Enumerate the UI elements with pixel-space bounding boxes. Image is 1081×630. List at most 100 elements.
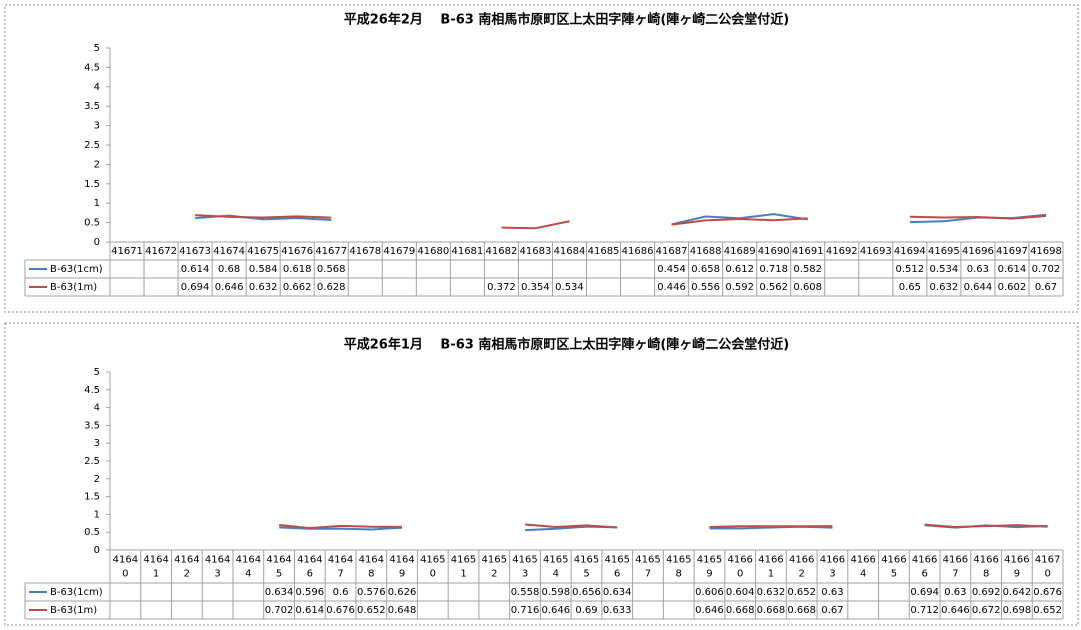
chart-border bbox=[4, 4, 1079, 313]
data-table-value: 0.632 bbox=[930, 282, 959, 293]
x-tick-label: 41694 bbox=[894, 246, 926, 257]
x-tick-label: 41686 bbox=[622, 246, 654, 257]
data-table-value: 0.634 bbox=[603, 587, 632, 598]
x-tick-label: 4164 8 bbox=[359, 555, 384, 580]
legend-label: B-63(1cm) bbox=[50, 264, 103, 275]
data-table-value: 0.614 bbox=[181, 264, 210, 275]
y-tick-label: 3.5 bbox=[84, 101, 100, 112]
data-table-value: 0.608 bbox=[793, 282, 822, 293]
data-table-value: 0.67 bbox=[1035, 282, 1057, 293]
data-table-value: 0.568 bbox=[317, 264, 346, 275]
y-tick-label: 5 bbox=[94, 367, 100, 378]
data-table-value: 0.676 bbox=[1033, 587, 1062, 598]
data-table-value: 0.702 bbox=[265, 605, 294, 616]
x-tick-label: 41693 bbox=[860, 246, 892, 257]
y-tick-label: 4 bbox=[94, 403, 100, 414]
data-table-value: 0.646 bbox=[941, 605, 970, 616]
chart: 平成26年2月 B-63 南相馬市原町区上太田字陣ヶ崎(陣ヶ崎二公会堂付近) 0 0… bbox=[4, 4, 1079, 313]
y-tick-label: 1.5 bbox=[84, 492, 100, 503]
data-table-value: 0.576 bbox=[357, 587, 386, 598]
data-table-value: 0.656 bbox=[572, 587, 601, 598]
x-tick-label: 41690 bbox=[758, 246, 790, 257]
data-table-value: 0.582 bbox=[793, 264, 822, 275]
data-table-value: 0.698 bbox=[1003, 605, 1032, 616]
x-tick-label: 41678 bbox=[349, 246, 381, 257]
data-table-value: 0.534 bbox=[555, 282, 584, 293]
data-table-value: 0.676 bbox=[326, 605, 355, 616]
x-tick-label: 4166 9 bbox=[1004, 555, 1029, 580]
data-table-value: 0.652 bbox=[357, 605, 386, 616]
series-line bbox=[195, 213, 1047, 226]
data-table-value: 0.604 bbox=[726, 587, 755, 598]
data-table-value: 0.668 bbox=[757, 605, 786, 616]
x-tick-label: 4166 5 bbox=[881, 555, 906, 580]
data-table-value: 0.612 bbox=[725, 264, 754, 275]
x-tick-label: 4167 0 bbox=[1035, 555, 1060, 580]
data-table-value: 0.632 bbox=[757, 587, 786, 598]
y-tick-label: 1 bbox=[94, 509, 100, 520]
data-table-value: 0.646 bbox=[695, 605, 724, 616]
legend-label: B-63(1m) bbox=[50, 282, 97, 293]
x-tick-label: 4166 0 bbox=[727, 555, 752, 580]
data-table-value: 0.6 bbox=[333, 587, 349, 598]
x-tick-label: 41676 bbox=[281, 246, 313, 257]
y-tick-label: 4.5 bbox=[84, 62, 100, 73]
data-table-value: 0.584 bbox=[249, 264, 278, 275]
legend-label: B-63(1cm) bbox=[50, 587, 103, 598]
data-table-value: 0.668 bbox=[726, 605, 755, 616]
data-table-value: 0.672 bbox=[972, 605, 1001, 616]
data-table-value: 0.354 bbox=[521, 282, 550, 293]
data-table-value: 0.614 bbox=[296, 605, 325, 616]
x-tick-label: 4165 0 bbox=[420, 555, 445, 580]
x-tick-label: 4165 8 bbox=[666, 555, 691, 580]
x-tick-label: 41684 bbox=[554, 246, 586, 257]
x-tick-label: 41671 bbox=[111, 246, 143, 257]
y-tick-label: 1 bbox=[94, 198, 100, 209]
x-tick-label: 4165 2 bbox=[482, 555, 507, 580]
x-tick-label: 41698 bbox=[1030, 246, 1062, 257]
data-table-value: 0.63 bbox=[967, 264, 989, 275]
x-tick-label: 41675 bbox=[247, 246, 279, 257]
data-table-value: 0.652 bbox=[787, 587, 816, 598]
x-tick-label: 41674 bbox=[213, 246, 245, 257]
data-table-value: 0.512 bbox=[896, 264, 925, 275]
x-tick-label: 4164 5 bbox=[266, 555, 291, 580]
x-tick-label: 4164 2 bbox=[174, 555, 199, 580]
x-tick-label: 4164 6 bbox=[297, 555, 322, 580]
x-tick-label: 4166 6 bbox=[912, 555, 937, 580]
data-table-value: 0.446 bbox=[657, 282, 686, 293]
data-table-value: 0.606 bbox=[695, 587, 724, 598]
x-tick-label: 4165 9 bbox=[697, 555, 722, 580]
data-table-value: 0.63 bbox=[821, 587, 843, 598]
y-tick-label: 0 bbox=[94, 545, 100, 556]
chart: 平成26年1月 B-63 南相馬市原町区上太田字陣ヶ崎(陣ヶ崎二公会堂付近) 0 0… bbox=[4, 322, 1079, 626]
data-table-value: 0.69 bbox=[575, 605, 597, 616]
data-table-value: 0.67 bbox=[821, 605, 843, 616]
x-tick-label: 41691 bbox=[792, 246, 824, 257]
data-table-value: 0.633 bbox=[603, 605, 632, 616]
chart-title: 平成26年1月 B-63 南相馬市原町区上太田字陣ヶ崎(陣ヶ崎二公会堂付近) bbox=[344, 337, 789, 353]
series-line bbox=[195, 214, 1047, 230]
x-tick-label: 41683 bbox=[520, 246, 552, 257]
data-table-value: 0.63 bbox=[944, 587, 966, 598]
y-tick-label: 0.5 bbox=[84, 527, 100, 538]
data-table-value: 0.668 bbox=[787, 605, 816, 616]
x-tick-label: 41680 bbox=[417, 246, 449, 257]
x-tick-label: 41689 bbox=[724, 246, 756, 257]
data-table-value: 0.658 bbox=[691, 264, 720, 275]
data-table-value: 0.596 bbox=[296, 587, 325, 598]
x-tick-label: 4165 3 bbox=[512, 555, 537, 580]
data-table-value: 0.628 bbox=[317, 282, 346, 293]
x-tick-label: 41697 bbox=[996, 246, 1028, 257]
x-tick-label: 41672 bbox=[145, 246, 177, 257]
data-table-value: 0.652 bbox=[1033, 605, 1062, 616]
chart-border bbox=[4, 322, 1079, 626]
x-tick-label: 4164 3 bbox=[205, 555, 230, 580]
x-tick-label: 41673 bbox=[179, 246, 211, 257]
series-line bbox=[279, 524, 1048, 532]
x-tick-label: 4165 7 bbox=[635, 555, 660, 580]
data-table-value: 0.592 bbox=[725, 282, 754, 293]
data-table-value: 0.694 bbox=[910, 587, 939, 598]
x-tick-label: 41695 bbox=[928, 246, 960, 257]
